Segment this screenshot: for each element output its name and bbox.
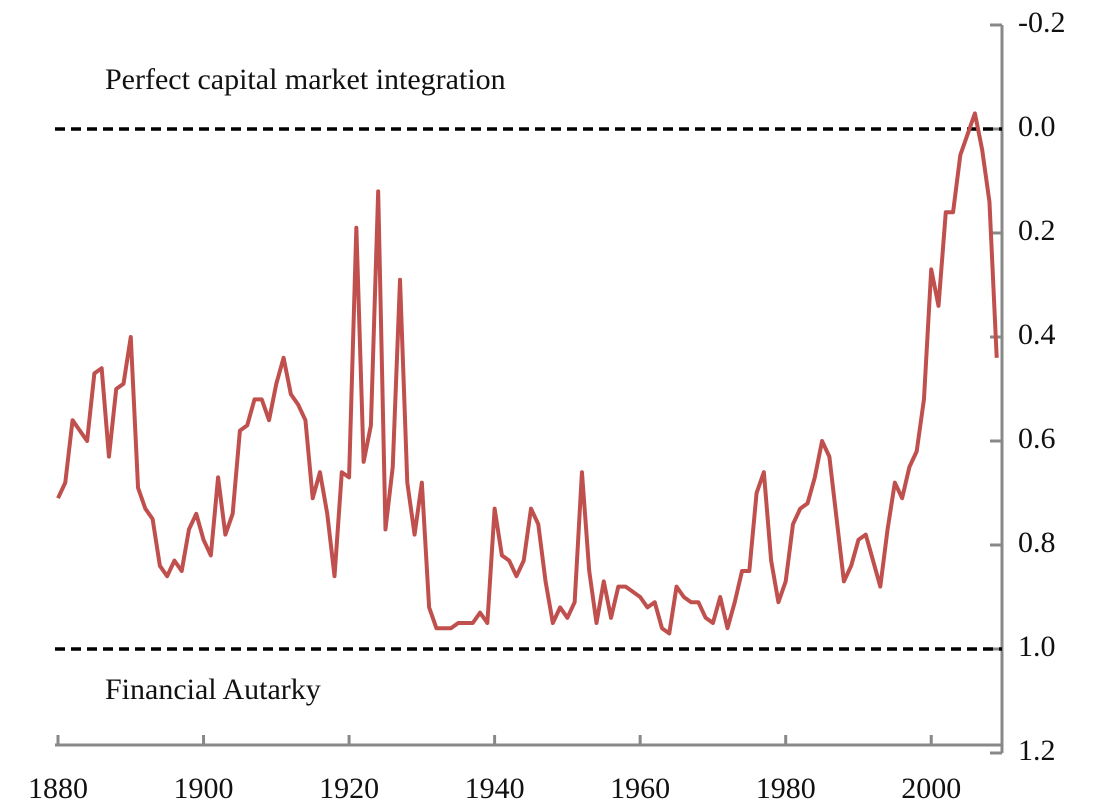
x-tick-label: 1880	[28, 772, 88, 805]
y-tick-label: 0.6	[1018, 422, 1056, 455]
x-tick-label: 1940	[465, 772, 525, 805]
annotation: Financial Autarky	[105, 673, 321, 706]
x-tick-label: 2000	[901, 772, 961, 805]
x-tick-label: 1960	[610, 772, 670, 805]
y-tick-label: 0.2	[1018, 214, 1056, 247]
data-line	[56, 111, 999, 636]
y-tick-label: 0.8	[1018, 526, 1056, 559]
x-tick-label: 1980	[756, 772, 816, 805]
y-tick-label: 0.0	[1018, 110, 1056, 143]
x-tick-label: 1920	[319, 772, 379, 805]
y-tick-label: -0.2	[1018, 6, 1066, 39]
y-tick-label: 1.2	[1018, 734, 1056, 767]
annotation: Perfect capital market integration	[105, 63, 506, 96]
x-tick-label: 1900	[174, 772, 234, 805]
y-tick-label: 0.4	[1018, 318, 1056, 351]
y-tick-label: 1.0	[1018, 630, 1056, 663]
